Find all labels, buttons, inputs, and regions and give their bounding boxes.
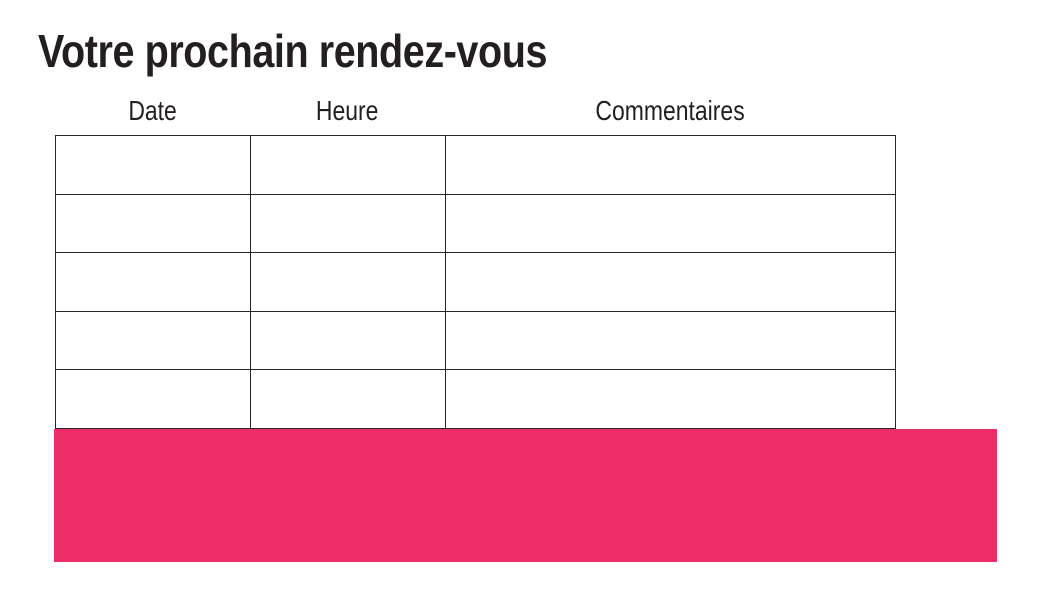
table-cell-date bbox=[55, 135, 251, 195]
column-header-date-label: Date bbox=[128, 95, 177, 126]
table-row bbox=[55, 369, 896, 429]
table-row bbox=[55, 252, 896, 312]
table-cell-heure bbox=[250, 369, 446, 429]
table-cell-commentaires bbox=[445, 310, 896, 370]
table-cell-date bbox=[55, 369, 251, 429]
table-cell-date bbox=[55, 310, 251, 370]
table-cell-heure bbox=[250, 310, 446, 370]
table-cell-commentaires bbox=[445, 135, 896, 195]
appointments-table bbox=[55, 135, 896, 429]
table-cell-heure bbox=[250, 135, 446, 195]
page-title: Votre prochain rendez-vous bbox=[38, 25, 548, 77]
table-cell-date bbox=[55, 193, 251, 253]
table-column-headers: Date Heure Commentaires bbox=[55, 95, 895, 127]
column-header-heure: Heure bbox=[250, 95, 445, 127]
table-cell-commentaires bbox=[445, 369, 896, 429]
table-cell-commentaires bbox=[445, 252, 896, 312]
column-header-commentaires: Commentaires bbox=[445, 95, 895, 127]
table-cell-heure bbox=[250, 193, 446, 253]
table-cell-commentaires bbox=[445, 193, 896, 253]
table-cell-heure bbox=[250, 252, 446, 312]
column-header-date: Date bbox=[55, 95, 250, 127]
column-header-commentaires-label: Commentaires bbox=[595, 95, 745, 126]
accent-banner bbox=[54, 429, 997, 562]
column-header-heure-label: Heure bbox=[316, 95, 379, 126]
table-row bbox=[55, 135, 896, 195]
table-row bbox=[55, 310, 896, 370]
table-cell-date bbox=[55, 252, 251, 312]
table-row bbox=[55, 193, 896, 253]
